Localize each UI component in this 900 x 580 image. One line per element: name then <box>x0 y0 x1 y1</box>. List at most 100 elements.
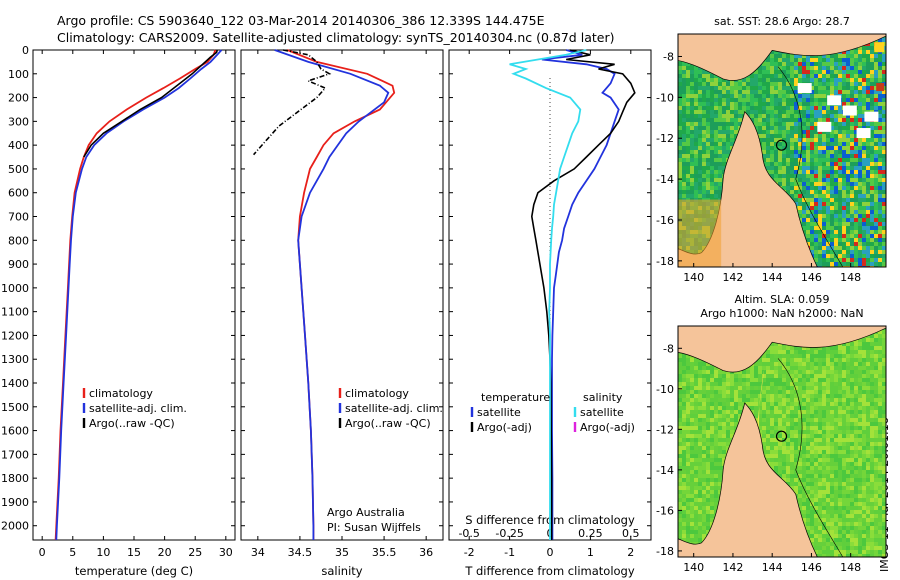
field-cell <box>722 398 726 402</box>
y-tick-label: 1400 <box>1 377 29 390</box>
field-cell <box>766 430 770 434</box>
field-cell <box>706 386 710 390</box>
field-cell <box>766 126 770 130</box>
field-cell <box>842 178 846 182</box>
field-cell <box>826 90 830 94</box>
field-cell <box>870 134 874 138</box>
field-cell <box>682 410 686 414</box>
field-cell <box>870 226 874 230</box>
field-cell <box>774 366 778 370</box>
field-cell <box>834 86 838 90</box>
field-cell <box>830 226 834 230</box>
field-cell <box>870 238 874 242</box>
field-cell <box>682 458 686 462</box>
field-cell <box>726 90 730 94</box>
field-cell <box>770 86 774 90</box>
field-cell <box>762 390 766 394</box>
field-cell <box>854 178 858 182</box>
series-line-argo-raw-qc- <box>252 49 332 156</box>
field-cell <box>774 362 778 366</box>
field-cell <box>846 82 850 86</box>
field-cell <box>722 402 726 406</box>
field-cell <box>698 86 702 90</box>
field-cell <box>714 150 718 154</box>
field-cell <box>858 54 862 58</box>
field-cell <box>714 374 718 378</box>
map-lon-label: 142 <box>722 271 743 284</box>
field-cell <box>714 366 718 370</box>
field-cell <box>734 394 738 398</box>
field-cell <box>838 226 842 230</box>
field-cell <box>678 378 682 382</box>
field-cell <box>782 406 786 410</box>
field-cell <box>770 346 774 350</box>
field-cell <box>778 166 782 170</box>
field-cell <box>754 114 758 118</box>
field-cell <box>758 90 762 94</box>
field-cell <box>786 102 790 106</box>
field-cell <box>854 126 858 130</box>
field-cell <box>770 94 774 98</box>
field-cell <box>694 146 698 150</box>
field-cell <box>862 114 866 118</box>
field-cell <box>686 106 690 110</box>
field-cell <box>758 82 762 86</box>
field-cell <box>678 354 682 358</box>
field-cell <box>678 454 682 458</box>
field-cell <box>878 138 882 142</box>
field-cell <box>690 506 694 510</box>
field-cell <box>822 214 826 218</box>
field-cell <box>818 74 822 78</box>
field-cell <box>782 110 786 114</box>
field-cell <box>722 90 726 94</box>
field-cell <box>678 62 682 66</box>
field-cell <box>858 246 862 250</box>
field-cell <box>722 142 726 146</box>
field-cell <box>814 238 818 242</box>
field-cell <box>710 426 714 430</box>
field-cell <box>810 74 814 78</box>
field-cell <box>690 138 694 142</box>
field-cell <box>690 534 694 538</box>
field-cell <box>882 134 886 138</box>
field-cell <box>714 122 718 126</box>
field-cell <box>778 154 782 158</box>
field-cell <box>774 106 778 110</box>
field-cell <box>770 54 774 58</box>
field-cell <box>842 238 846 242</box>
field-cell <box>834 218 838 222</box>
field-cell <box>862 122 866 126</box>
field-cell <box>806 130 810 134</box>
field-cell <box>786 126 790 130</box>
s-diff-tick-label: -0.25 <box>495 527 523 540</box>
field-cell <box>846 194 850 198</box>
field-cell <box>702 446 706 450</box>
field-cell <box>782 450 786 454</box>
field-cell <box>806 174 810 178</box>
field-cell <box>802 166 806 170</box>
field-cell <box>842 134 846 138</box>
field-cell <box>706 462 710 466</box>
field-cell <box>834 154 838 158</box>
field-cell <box>810 114 814 118</box>
field-cell <box>790 54 794 58</box>
field-cell <box>866 154 870 158</box>
field-cell <box>866 94 870 98</box>
field-cell <box>690 538 694 542</box>
field-cell <box>826 138 830 142</box>
field-cell <box>714 418 718 422</box>
field-cell <box>702 458 706 462</box>
field-cell <box>690 518 694 522</box>
field-cell <box>750 402 754 406</box>
field-cell <box>706 518 710 522</box>
field-cell <box>682 438 686 442</box>
field-cell <box>694 66 698 70</box>
field-cell <box>682 74 686 78</box>
field-cell <box>770 354 774 358</box>
field-cell <box>758 402 762 406</box>
field-cell <box>694 526 698 530</box>
field-cell <box>718 422 722 426</box>
field-cell <box>714 450 718 454</box>
field-cell <box>694 458 698 462</box>
